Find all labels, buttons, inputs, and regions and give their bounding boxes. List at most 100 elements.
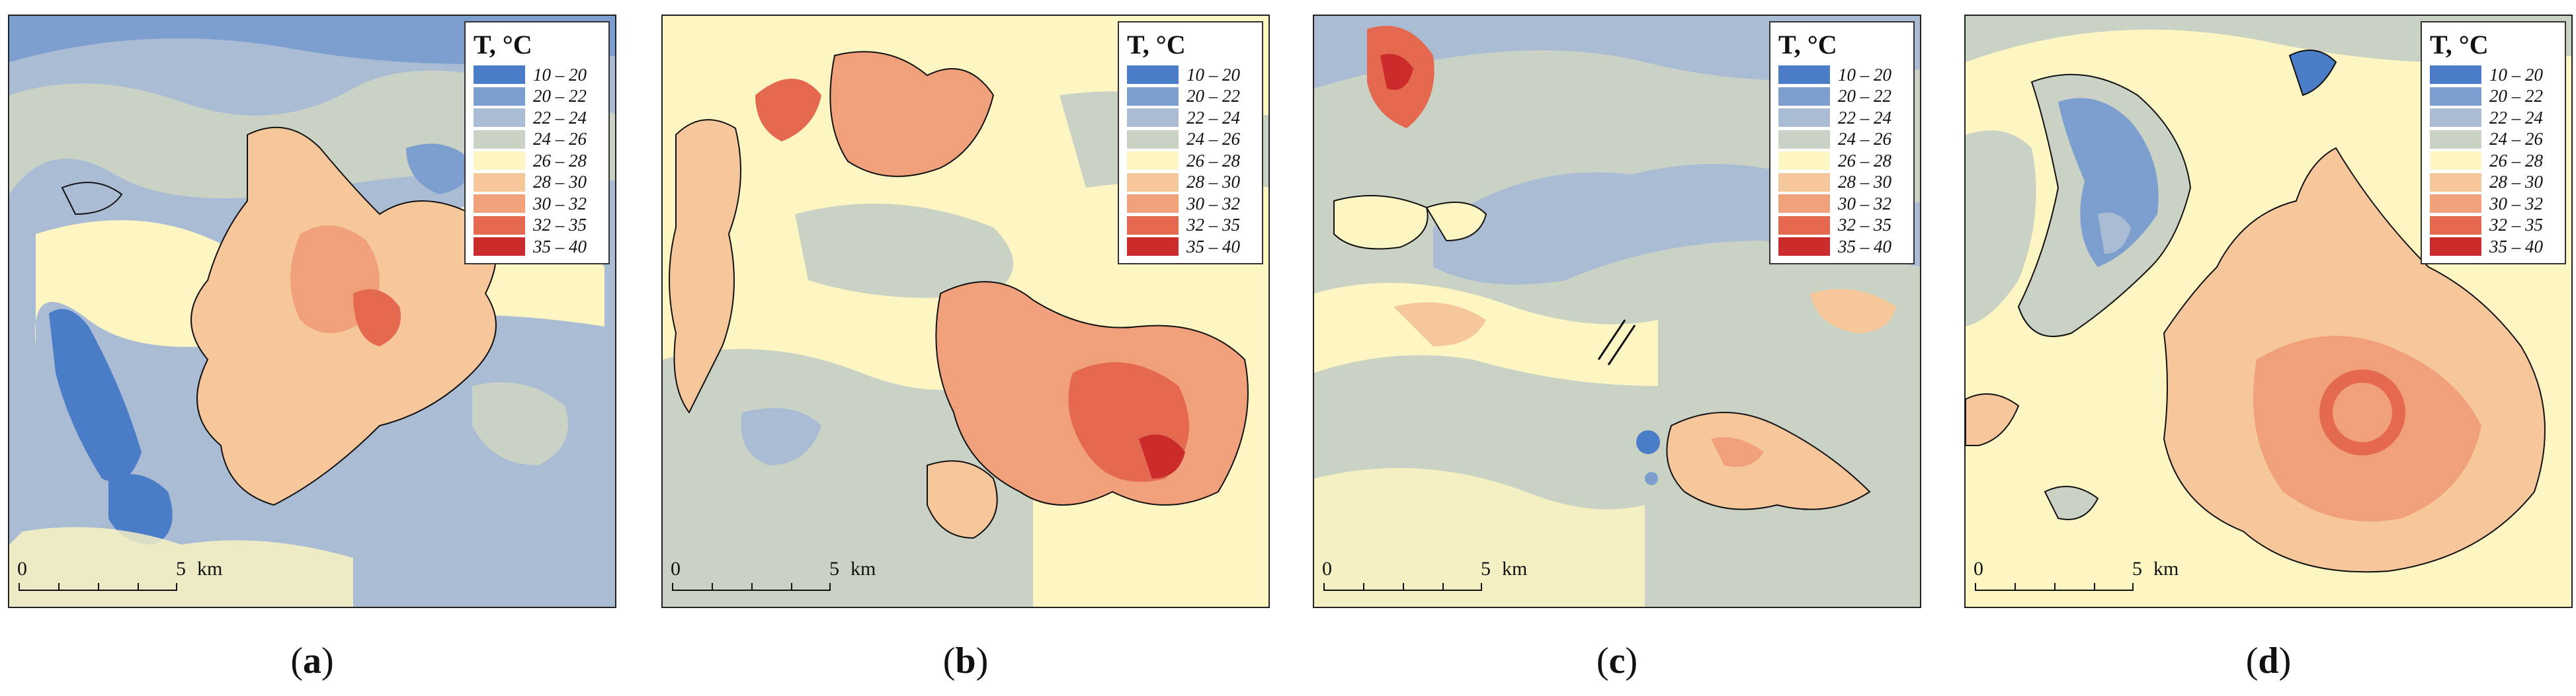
legend-label: 30 – 32: [1838, 193, 1891, 213]
scale-bar-zero: 0: [1974, 558, 1983, 580]
legend-label: 20 – 22: [1838, 86, 1891, 106]
scale-bar: 0 5 km: [17, 558, 229, 595]
legend-label: 26 – 28: [1186, 150, 1240, 171]
legend-row: 30 – 32: [1778, 193, 1907, 215]
legend-swatch: [1127, 130, 1179, 149]
legend-swatch: [474, 87, 525, 106]
legend-row: 28 – 30: [1127, 172, 1255, 194]
legend-swatch: [1778, 215, 1830, 235]
legend-swatch: [474, 65, 525, 85]
legend-swatch: [1127, 173, 1179, 192]
legend-swatch: [2430, 108, 2481, 128]
legend-swatch: [2430, 173, 2481, 192]
legend-label: 35 – 40: [1186, 236, 1240, 256]
scale-bar-five: 5: [2132, 558, 2142, 580]
temperature-map-d[interactable]: T, °C 10 – 20 20 – 22 22 – 24 24 – 26 26…: [1964, 15, 2573, 608]
legend-label: 22 – 24: [533, 107, 587, 128]
caption-open: (: [1596, 640, 1609, 681]
legend-label: 10 – 20: [533, 64, 587, 85]
caption-open: (: [2245, 640, 2259, 681]
legend-swatch: [1778, 87, 1830, 106]
legend-label: 35 – 40: [2489, 236, 2543, 256]
scale-bar-tick: [1975, 583, 1976, 591]
legend-title: T, °C: [1127, 30, 1186, 59]
legend-swatch: [1778, 151, 1830, 171]
legend-row: 22 – 24: [1778, 107, 1907, 129]
legend-label: 20 – 22: [533, 86, 587, 106]
legend-swatch: [2430, 215, 2481, 235]
legend-row: 24 – 26: [1778, 129, 1907, 151]
legend-row: 32 – 35: [1127, 215, 1255, 237]
legend-row: 20 – 22: [1127, 86, 1255, 108]
caption-close: ): [976, 640, 989, 681]
legend-label: 32 – 35: [1186, 215, 1240, 235]
scale-bar-tick: [138, 583, 139, 591]
scale-bar: 0 5 km: [1322, 558, 1534, 595]
legend-row: 24 – 26: [474, 129, 602, 151]
scale-bar-zero: 0: [671, 558, 681, 580]
caption-open: (: [942, 640, 956, 681]
legend: T, °C 10 – 20 20 – 22 22 – 24 24 – 26 26…: [2421, 21, 2566, 264]
legend-swatch: [1778, 108, 1830, 128]
legend-row: 26 – 28: [2430, 150, 2558, 172]
caption-letter: a: [303, 640, 321, 681]
scale-bar: 0 5 km: [671, 558, 882, 595]
legend-row: 30 – 32: [1127, 193, 1255, 215]
legend: T, °C 10 – 20 20 – 22 22 – 24 24 – 26 26…: [1118, 21, 1263, 264]
scale-bar-tick: [1363, 583, 1364, 591]
scale-bar-tick: [2132, 583, 2134, 591]
legend-label: 35 – 40: [1838, 236, 1891, 256]
temperature-map-a[interactable]: T, °C 10 – 20 20 – 22 22 – 24 24 – 26 26…: [8, 15, 616, 608]
legend: T, °C 10 – 20 20 – 22 22 – 24 24 – 26 26…: [1769, 21, 1915, 264]
legend-label: 20 – 22: [1186, 86, 1240, 106]
legend: T, °C 10 – 20 20 – 22 22 – 24 24 – 26 26…: [464, 21, 610, 264]
legend-swatch: [1778, 237, 1830, 256]
panel-d: T, °C 10 – 20 20 – 22 22 – 24 24 – 26 26…: [1964, 0, 2573, 696]
scale-bar-tick: [2054, 583, 2056, 591]
legend-swatch: [2430, 130, 2481, 149]
legend-swatch: [2430, 65, 2481, 85]
scale-bar-tick: [1442, 583, 1444, 591]
legend-row: 22 – 24: [2430, 107, 2558, 129]
legend-row: 24 – 26: [1127, 129, 1255, 151]
legend-row: 20 – 22: [1778, 86, 1907, 108]
legend-row: 32 – 35: [1778, 215, 1907, 237]
scale-bar-unit: km: [2153, 558, 2179, 580]
legend-label: 28 – 30: [1838, 172, 1891, 192]
legend-label: 10 – 20: [2489, 64, 2543, 85]
legend-label: 28 – 30: [533, 172, 587, 192]
legend-row: 35 – 40: [1778, 236, 1907, 258]
legend-row: 28 – 30: [1778, 172, 1907, 194]
legend-label: 30 – 32: [533, 193, 587, 213]
legend-swatch: [474, 151, 525, 171]
legend-label: 24 – 26: [1838, 129, 1891, 149]
legend-swatch: [1127, 194, 1179, 213]
scale-bar-tick: [672, 583, 673, 591]
legend-swatch: [474, 130, 525, 149]
legend-label: 32 – 35: [533, 215, 587, 235]
legend-row: 35 – 40: [1127, 236, 1255, 258]
panel-a: T, °C 10 – 20 20 – 22 22 – 24 24 – 26 26…: [8, 0, 616, 696]
legend-swatch: [1127, 87, 1179, 106]
legend-title: T, °C: [474, 30, 532, 59]
legend-label: 32 – 35: [1838, 215, 1891, 235]
scale-bar-tick: [751, 583, 753, 591]
legend-row: 35 – 40: [2430, 236, 2558, 258]
legend-row: 32 – 35: [2430, 215, 2558, 237]
legend-label: 30 – 32: [2489, 193, 2543, 213]
panel-caption: (c): [1313, 640, 1921, 682]
panel-c: T, °C 10 – 20 20 – 22 22 – 24 24 – 26 26…: [1313, 0, 1921, 696]
legend-label: 26 – 28: [533, 150, 587, 171]
legend-swatch: [1778, 194, 1830, 213]
legend-label: 22 – 24: [1186, 107, 1240, 128]
caption-close: ): [2278, 640, 2292, 681]
legend-swatch: [1778, 130, 1830, 149]
legend-label: 24 – 26: [533, 129, 587, 149]
legend-row: 20 – 22: [2430, 86, 2558, 108]
legend-swatch: [474, 194, 525, 213]
temperature-map-b[interactable]: T, °C 10 – 20 20 – 22 22 – 24 24 – 26 26…: [661, 15, 1270, 608]
legend-swatch: [2430, 87, 2481, 106]
temperature-map-c[interactable]: T, °C 10 – 20 20 – 22 22 – 24 24 – 26 26…: [1313, 15, 1921, 608]
legend-row: 30 – 32: [2430, 193, 2558, 215]
legend-label: 10 – 20: [1186, 64, 1240, 85]
